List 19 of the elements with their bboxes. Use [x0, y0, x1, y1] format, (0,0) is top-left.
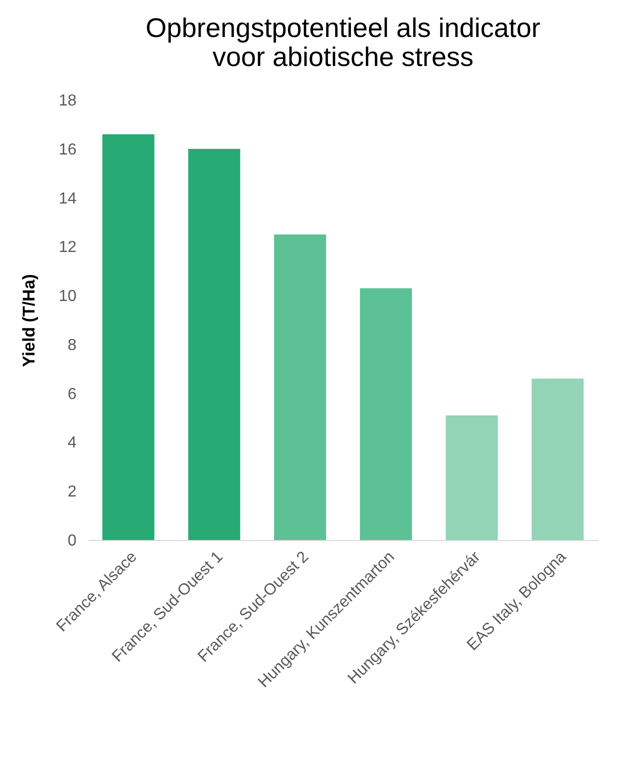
- bar: [188, 148, 240, 540]
- bar: [446, 415, 498, 540]
- bar: [360, 288, 412, 540]
- y-tick-label: 4: [68, 434, 77, 452]
- bar: [532, 378, 584, 540]
- bar: [102, 134, 154, 540]
- y-tick-label: 2: [68, 484, 77, 501]
- y-tick-label: 6: [68, 386, 77, 403]
- y-axis-title: Yield (T/Ha): [20, 274, 39, 367]
- y-tick-label: 8: [68, 336, 77, 354]
- bar: [274, 234, 326, 540]
- text: Opbrengstpotentieel als indicator: [146, 13, 540, 43]
- text: voor abiotische stress: [212, 42, 474, 72]
- y-tick-label: 12: [58, 239, 77, 256]
- y-tick-label: 10: [58, 288, 77, 306]
- y-tick-label: 18: [58, 92, 77, 110]
- y-tick-label: 0: [68, 532, 77, 550]
- y-tick-label: 16: [58, 141, 77, 158]
- y-tick-label: 14: [58, 190, 77, 208]
